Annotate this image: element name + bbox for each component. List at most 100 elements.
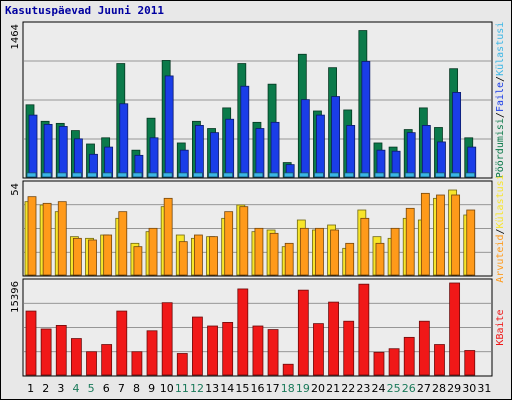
x-tick-17: 17 [266, 382, 280, 395]
side-label-separator: / [495, 112, 506, 118]
bar-kbytes-8 [131, 351, 143, 376]
bar-sites-16 [254, 227, 264, 276]
bar-files-26 [406, 132, 416, 178]
bar-sites-30 [466, 209, 476, 276]
bar-hits-25 [389, 172, 400, 178]
bar-sites-28 [436, 194, 445, 276]
bar-sites-20 [315, 227, 324, 276]
bar-kbytes-24 [373, 351, 385, 376]
bar-sites-23 [360, 217, 370, 276]
bar-kbytes-27 [418, 320, 430, 376]
bar-kbytes-7 [116, 310, 128, 376]
bar-hits-21 [329, 172, 339, 178]
x-tick-28: 28 [432, 382, 446, 395]
bar-sites-11 [178, 241, 188, 276]
bar-files-13 [210, 132, 219, 178]
bar-kbytes-28 [434, 344, 445, 376]
x-tick-8: 8 [133, 382, 140, 395]
bar-sites-12 [194, 234, 203, 276]
bar-kbytes-19 [297, 289, 309, 376]
bar-kbytes-16 [252, 325, 264, 376]
bar-kbytes-4 [70, 338, 82, 376]
bar-sites-6 [103, 234, 113, 276]
bar-kbytes-15 [237, 288, 249, 376]
bar-files-10 [164, 75, 174, 178]
x-tick-13: 13 [205, 382, 219, 395]
side-label-bottom: KBaite [495, 309, 506, 345]
bar-hits-6 [102, 172, 113, 178]
bar-kbytes-9 [146, 330, 158, 376]
side-label-separator: / [495, 228, 506, 234]
bar-sites-5 [88, 239, 97, 276]
bar-sites-21 [330, 229, 339, 276]
bar-files-19 [300, 99, 310, 178]
bar-hits-30 [465, 172, 476, 178]
bar-sites-26 [405, 207, 415, 276]
x-tick-3: 3 [57, 382, 64, 395]
ymax-label-top: 1464 [10, 24, 21, 49]
bar-hits-15 [238, 172, 249, 178]
bar-files-23 [361, 61, 371, 178]
bar-sites-9 [148, 227, 158, 276]
legend-top-2: Külastusi [495, 22, 506, 76]
bar-files-27 [421, 125, 431, 178]
x-tick-31: 31 [477, 382, 491, 395]
bar-sites-24 [375, 242, 385, 276]
bar-hits-1 [26, 172, 37, 178]
bar-hits-18 [283, 172, 294, 178]
x-tick-30: 30 [462, 382, 476, 395]
bar-files-15 [240, 85, 250, 178]
bar-sites-4 [72, 237, 82, 276]
bar-files-28 [437, 141, 446, 178]
x-tick-11: 11 [175, 382, 189, 395]
x-tick-21: 21 [326, 382, 340, 395]
bar-hits-19 [298, 172, 309, 178]
bar-kbytes-17 [267, 329, 279, 376]
x-tick-24: 24 [372, 382, 386, 395]
bar-kbytes-1 [25, 310, 37, 376]
x-tick-15: 15 [235, 382, 249, 395]
legend-top-1: Faile [495, 82, 506, 112]
bar-files-17 [270, 121, 280, 178]
bar-hits-26 [404, 172, 415, 178]
bar-kbytes-6 [101, 344, 113, 376]
side-label-middle: Arvuteid/Külastusi [495, 174, 506, 282]
bar-kbytes-30 [464, 350, 476, 376]
bar-sites-17 [269, 232, 279, 276]
bar-hits-7 [117, 172, 128, 178]
legend-bottom-0: KBaite [495, 309, 506, 345]
bar-sites-25 [390, 227, 400, 276]
x-tick-1: 1 [27, 382, 34, 395]
bar-kbytes-3 [55, 325, 67, 376]
bar-files-21 [331, 96, 340, 178]
bar-kbytes-10 [161, 302, 173, 376]
bar-hits-4 [71, 172, 82, 178]
bar-hits-22 [344, 172, 355, 178]
x-tick-4: 4 [72, 382, 79, 395]
bar-sites-2 [42, 202, 52, 276]
bar-kbytes-12 [192, 316, 203, 376]
bar-hits-11 [177, 172, 188, 178]
x-tick-2: 2 [42, 382, 49, 395]
bar-files-14 [225, 118, 235, 178]
bar-hits-14 [223, 172, 234, 178]
x-tick-5: 5 [88, 382, 95, 395]
bar-kbytes-23 [358, 283, 370, 376]
bar-hits-23 [359, 172, 370, 178]
bar-files-7 [119, 103, 129, 178]
bar-kbytes-14 [222, 322, 234, 376]
x-tick-26: 26 [402, 382, 416, 395]
bar-sites-1 [27, 196, 37, 276]
side-label-separator: / [495, 76, 506, 82]
bar-sites-14 [224, 211, 234, 276]
bar-kbytes-26 [403, 336, 415, 376]
legend-middle-1: Külastusi [495, 174, 506, 228]
bar-kbytes-13 [207, 325, 218, 376]
bar-kbytes-25 [388, 348, 400, 376]
bar-files-1 [28, 114, 38, 178]
bar-files-22 [346, 125, 356, 178]
ymax-label-middle: 54 [10, 183, 21, 196]
bar-hits-9 [147, 172, 158, 178]
side-label-top: Pöördumisi/Faile/Külastusi [495, 22, 506, 179]
legend-middle-0: Arvuteid [495, 235, 506, 283]
